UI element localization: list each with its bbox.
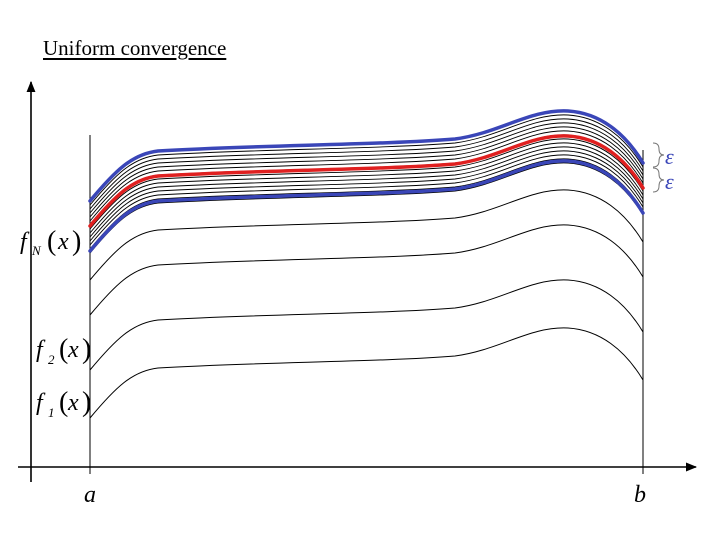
- sequence-curve: [89, 138, 644, 230]
- sequence-curve: [89, 224, 644, 316]
- slide-title: Uniform convergence: [43, 36, 227, 60]
- label-fN-close: ): [72, 226, 81, 257]
- epsilon-lower-label: ε: [665, 169, 674, 194]
- sequence-curve: [89, 142, 644, 234]
- label-fN: f N ( x ): [20, 226, 81, 258]
- limit-function-curve: [88, 134, 645, 228]
- epsilon-brace-lower: [652, 167, 665, 193]
- sequence-curve: [89, 158, 644, 250]
- sequence-curve: [89, 122, 644, 214]
- label-f2-open: (: [59, 334, 68, 365]
- epsilon-band-curves: [88, 109, 645, 253]
- epsilon-band-upper-curve: [88, 109, 645, 203]
- sequence-curve: [89, 279, 644, 371]
- sequence-curve: [89, 154, 644, 246]
- label-f1-x: x: [67, 390, 79, 416]
- function-curves: [89, 114, 644, 419]
- label-f2-x: x: [67, 337, 79, 363]
- sequence-curve: [89, 130, 644, 222]
- sequence-curve: [89, 134, 644, 226]
- sequence-curve: [89, 126, 644, 218]
- label-f1-f: f: [36, 390, 46, 416]
- sequence-curve: [89, 189, 644, 281]
- sequence-curve: [89, 150, 644, 242]
- label-f2-f: f: [36, 337, 46, 363]
- sequence-curve: [89, 327, 644, 419]
- label-f1-close: ): [82, 387, 91, 418]
- label-f2-sub: 2: [48, 352, 55, 367]
- sequence-curve: [89, 114, 644, 206]
- label-f1-open: (: [59, 387, 68, 418]
- label-fN-sub: N: [31, 243, 42, 258]
- label-b: b: [634, 482, 646, 508]
- epsilon-band-lower-curve: [88, 159, 645, 253]
- label-f2-close: ): [82, 334, 91, 365]
- label-f2: f 2 ( x ): [36, 334, 91, 367]
- sequence-curve: [89, 118, 644, 210]
- sequence-curve: [89, 162, 644, 254]
- label-f1-sub: 1: [48, 405, 55, 420]
- label-a: a: [84, 482, 96, 508]
- label-fN-x: x: [57, 229, 69, 255]
- epsilon-brace-upper: [652, 142, 665, 168]
- epsilon-upper-label: ε: [665, 144, 674, 169]
- label-fN-f: f: [20, 229, 30, 255]
- label-fN-open: (: [47, 226, 56, 257]
- label-f1: f 1 ( x ): [36, 387, 91, 420]
- sequence-curve: [89, 146, 644, 238]
